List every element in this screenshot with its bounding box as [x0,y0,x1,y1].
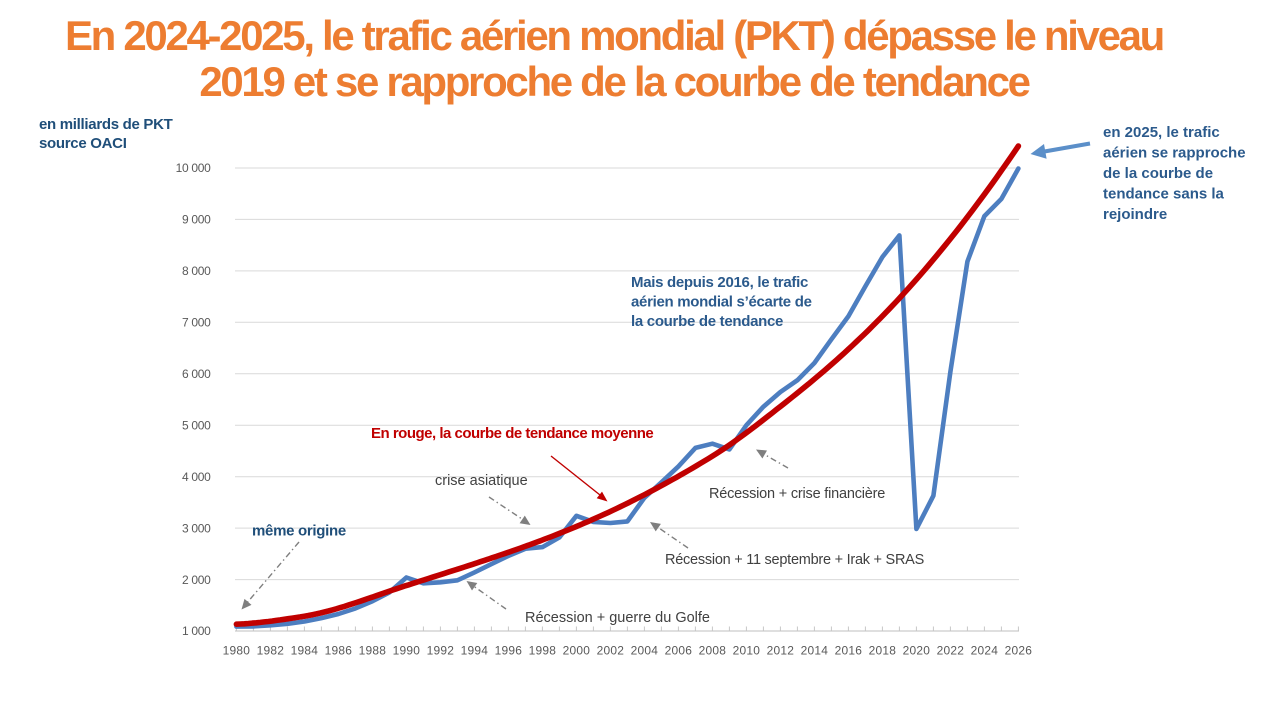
svg-text:7 000: 7 000 [182,316,211,330]
svg-text:2006: 2006 [665,644,693,658]
svg-text:crise asiatique: crise asiatique [435,473,528,489]
svg-text:tendance sans la: tendance sans la [1103,186,1225,203]
svg-text:4 000: 4 000 [182,470,211,484]
svg-text:2010: 2010 [733,644,761,658]
svg-text:en milliards de PKT: en milliards de PKT [39,116,173,133]
svg-text:5 000: 5 000 [182,418,211,432]
svg-text:2016: 2016 [835,644,863,658]
svg-text:1988: 1988 [359,644,387,658]
svg-text:même origine: même origine [252,523,346,540]
svg-text:2004: 2004 [631,644,659,658]
svg-text:2002: 2002 [597,644,625,658]
svg-text:9 000: 9 000 [182,213,211,227]
svg-text:la courbe de tendance: la courbe de tendance [631,313,783,330]
svg-text:2020: 2020 [903,644,931,658]
svg-text:1980: 1980 [223,644,251,658]
svg-text:2022: 2022 [937,644,965,658]
svg-text:de la courbe de: de la courbe de [1103,165,1213,182]
svg-text:2000: 2000 [563,644,591,658]
svg-text:rejoindre: rejoindre [1103,206,1167,223]
svg-text:source OACI: source OACI [39,135,127,152]
svg-text:10 000: 10 000 [176,161,212,175]
svg-text:2018: 2018 [869,644,897,658]
svg-text:1994: 1994 [461,644,489,658]
svg-text:3 000: 3 000 [182,521,211,535]
svg-text:1992: 1992 [427,644,455,658]
svg-text:1982: 1982 [257,644,285,658]
svg-text:aérien mondial s’écarte de: aérien mondial s’écarte de [631,294,812,311]
svg-text:Mais depuis 2016, le trafic: Mais depuis 2016, le trafic [631,274,808,291]
svg-text:2026: 2026 [1005,644,1033,658]
svg-text:1 000: 1 000 [182,624,211,638]
svg-text:6 000: 6 000 [182,367,211,381]
svg-text:en 2025, le trafic: en 2025, le trafic [1103,124,1220,141]
svg-text:2 000: 2 000 [182,573,211,587]
svg-text:Récession + crise financière: Récession + crise financière [709,486,885,502]
svg-text:Récession + guerre du Golfe: Récession + guerre du Golfe [525,610,710,626]
svg-text:1998: 1998 [529,644,557,658]
svg-text:2012: 2012 [767,644,795,658]
svg-text:8 000: 8 000 [182,264,211,278]
svg-text:2024: 2024 [971,644,999,658]
svg-text:1990: 1990 [393,644,421,658]
svg-text:2008: 2008 [699,644,727,658]
svg-text:2014: 2014 [801,644,829,658]
svg-text:En rouge, la courbe de tendanc: En rouge, la courbe de tendance moyenne [371,425,653,442]
svg-text:1984: 1984 [291,644,319,658]
svg-text:aérien se rapproche: aérien se rapproche [1103,145,1246,162]
svg-text:Récession + 11 septembre + Ira: Récession + 11 septembre + Irak + SRAS [665,552,924,568]
svg-text:1996: 1996 [495,644,523,658]
svg-text:1986: 1986 [325,644,353,658]
